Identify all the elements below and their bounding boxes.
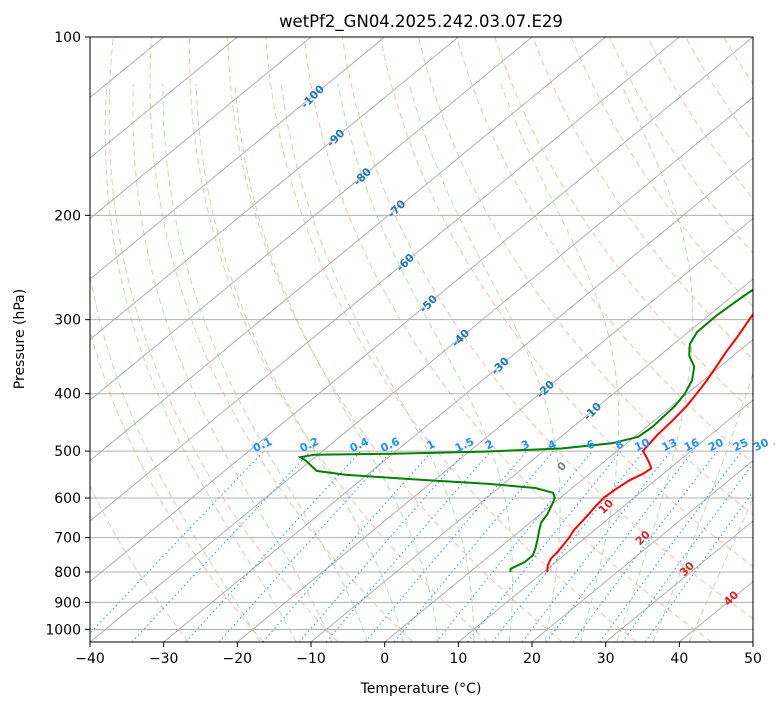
mixing-ratio-label: 13 [660, 436, 679, 454]
mixing-ratio-line [491, 450, 645, 642]
y-tick-label: 1000 [45, 622, 81, 638]
x-tick-label: −20 [223, 651, 253, 667]
mixing-ratio-line [218, 450, 393, 642]
isotherm-gridline [90, 37, 459, 341]
mixing-ratio-line [572, 450, 718, 642]
mixing-ratio-label: 25 [731, 436, 750, 454]
x-tick-label: −40 [75, 651, 105, 667]
isotherm-gridline [90, 37, 753, 583]
x-tick-label: 50 [744, 651, 762, 667]
isotherm-gridline [90, 37, 606, 462]
dry-adiabat [90, 329, 264, 642]
mixing-ratio-line [435, 450, 593, 642]
mixing-ratio-label: 16 [682, 436, 702, 454]
x-tick-label: −10 [296, 651, 326, 667]
mixing-ratio-line [644, 491, 753, 642]
dewpoint-profile [297, 288, 753, 573]
chart-title: wetPf2_GN04.2025.242.03.07.E29 [279, 12, 563, 32]
moist-adiabat [337, 83, 514, 642]
dry-adiabat [494, 37, 753, 412]
mixing-ratio-line [467, 450, 622, 642]
temperature-profile [546, 312, 753, 573]
y-axis-label: Pressure (hPa) [12, 289, 28, 389]
isotherm-gridline [90, 37, 680, 522]
y-tick-label: 300 [54, 313, 81, 329]
y-tick-label: 400 [54, 387, 81, 403]
x-tick-label: 10 [449, 651, 467, 667]
x-axis-label: Temperature (°C) [360, 681, 482, 697]
isotherm-gridline [310, 278, 753, 642]
moist-adiabat [688, 497, 753, 642]
isotherm-gridline [605, 520, 753, 642]
moist-adiabat [652, 371, 753, 642]
dry-adiabat [570, 37, 753, 308]
dry-adiabat [189, 37, 488, 642]
x-tick-label: 30 [597, 651, 615, 667]
mixing-ratio-label: 36 [772, 436, 775, 454]
x-tick-label: 0 [380, 651, 389, 667]
isotherm-gridline [237, 217, 753, 642]
mixing-ratio-line [90, 450, 265, 635]
dry-adiabat [108, 37, 339, 642]
mixing-ratio-label: 20 [706, 436, 726, 454]
isotherm-gridline [90, 96, 753, 642]
y-tick-label: 700 [54, 531, 81, 547]
y-tick-label: 200 [54, 208, 81, 224]
mixing-ratio-line [545, 450, 694, 642]
mixing-ratio-label: 10 [633, 436, 653, 454]
isotherm-gridline [90, 37, 533, 401]
plot-frame [89, 36, 754, 643]
isotherm-gridline [458, 399, 753, 642]
x-tick-label: −30 [149, 651, 179, 667]
dry-adiabat [227, 37, 563, 642]
x-tick-label: 40 [670, 651, 688, 667]
x-tick-label: 20 [523, 651, 541, 667]
mixing-ratio-line [325, 450, 492, 642]
dry-adiabat [532, 37, 753, 360]
mixing-ratio-line [185, 450, 362, 642]
dry-adiabat [303, 37, 712, 642]
mixing-ratio-label: 30 [751, 436, 771, 454]
moist-adiabat [500, 83, 620, 642]
isotherm-gridline [163, 157, 753, 642]
y-tick-label: 100 [54, 30, 81, 46]
mixing-ratio-line [131, 450, 312, 642]
moist-adiabat [195, 83, 404, 642]
isotherm-gridline [90, 37, 312, 220]
y-tick-label: 800 [54, 565, 81, 581]
isotherm-gridline [384, 338, 753, 642]
isotherm-gridline [90, 37, 238, 159]
y-tick-label: 600 [54, 491, 81, 507]
mixing-ratio-line [262, 450, 433, 642]
y-tick-label: 900 [54, 595, 81, 611]
y-tick-label: 500 [54, 444, 81, 460]
dry-adiabat [341, 37, 753, 620]
isotherm-gridline [90, 37, 385, 280]
isotherm-gridline [531, 459, 753, 642]
